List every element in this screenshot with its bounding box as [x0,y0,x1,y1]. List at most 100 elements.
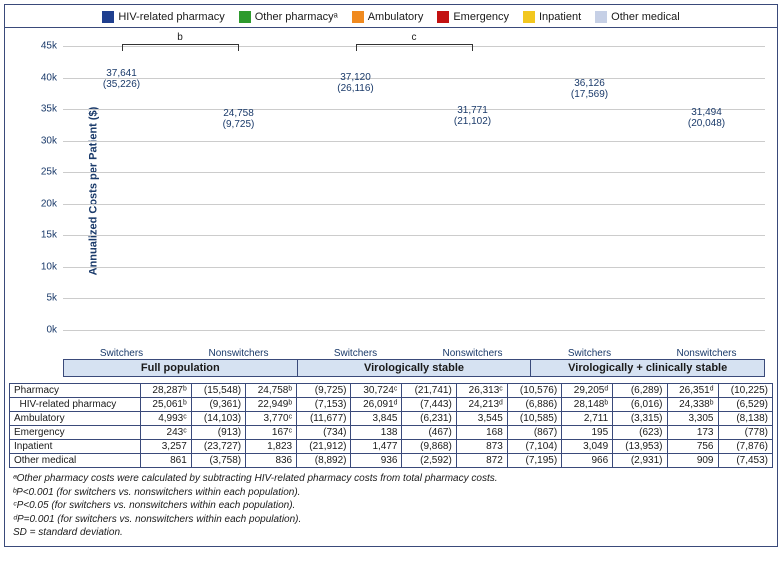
table-cell: 1,823 [246,440,297,454]
table-cell: 3,845 [351,412,402,426]
footnote: ᵈP=0.001 (for switchers vs. nonswitchers… [13,513,769,527]
legend-label: HIV-related pharmacy [118,11,224,23]
table-cell: 167ᶜ [246,426,297,440]
group-labels: Full populationVirologically stableVirol… [63,359,765,377]
table-cell: 3,545 [456,412,507,426]
sig-bracket-label: c [412,32,417,43]
table-cell: 966 [562,454,613,468]
table-cell: 22,949ᵇ [246,398,297,412]
sig-bracket [122,44,239,50]
group-label: Full population [63,359,298,377]
figure-container: HIV-related pharmacy Other pharmacyᵃ Ambul… [4,4,778,547]
grid-line [63,330,765,331]
table-cell: (778) [718,426,773,440]
y-tick-label: 0k [46,325,57,336]
table-cell: (3,758) [191,454,245,468]
y-tick-label: 35k [41,104,57,115]
x-categories: SwitchersNonswitchersSwitchersNonswitche… [63,348,765,359]
table-cell: (623) [613,426,667,440]
table-cell: 25,061ᵇ [140,398,191,412]
y-tick-label: 40k [41,72,57,83]
table-cell: 26,351ᵈ [667,384,718,398]
footnote: ᵃOther pharmacy costs were calculated by… [13,472,769,486]
table-cell: (11,677) [297,412,351,426]
y-tick-label: 10k [41,261,57,272]
legend-item: HIV-related pharmacy [102,11,224,23]
bar-total-label: 24,758(9,725) [223,108,255,130]
legend-label: Inpatient [539,11,581,23]
table-cell: 936 [351,454,402,468]
bar-total-label: 37,120(26,116) [337,72,374,94]
table-cell: (8,892) [297,454,351,468]
table-cell: 29,205ᵈ [562,384,613,398]
table-cell: 24,338ᵇ [667,398,718,412]
plot: 0k5k10k15k20k25k30k35k40k45k37,641(35,22… [63,46,765,330]
table-row: Emergency243ᶜ(913)167ᶜ(734)138(467)168(8… [10,426,773,440]
footnote: ᶜP<0.05 (for switchers vs. nonswitchers … [13,499,769,513]
bar-total-label: 36,126(17,569) [571,78,608,100]
sig-bracket-label: b [177,32,183,43]
footnote: SD = standard deviation. [13,526,769,540]
table-cell: 26,091ᵈ [351,398,402,412]
grid-line [63,204,765,205]
table-cell: (734) [297,426,351,440]
legend-item: Inpatient [523,11,581,23]
data-table: Pharmacy28,287ᵇ(15,548)24,758ᵇ(9,725)30,… [9,383,773,468]
x-category-label: Switchers [545,348,635,359]
table-cell: (7,453) [718,454,773,468]
legend-label: Emergency [453,11,509,23]
table-cell: 195 [562,426,613,440]
legend-swatch [523,11,535,23]
table-cell: (2,931) [613,454,667,468]
y-tick-label: 25k [41,167,57,178]
table-cell: (6,016) [613,398,667,412]
footnotes: ᵃOther pharmacy costs were calculated by… [5,468,777,546]
row-label: HIV-related pharmacy [10,398,141,412]
legend-swatch [352,11,364,23]
legend-swatch [102,11,114,23]
bar-total-label: 31,494(20,048) [688,107,725,129]
legend-label: Other pharmacyᵃ [255,11,338,23]
legend-item: Other pharmacyᵃ [239,11,338,23]
table-row: Pharmacy28,287ᵇ(15,548)24,758ᵇ(9,725)30,… [10,384,773,398]
table-cell: 909 [667,454,718,468]
legend-label: Other medical [611,11,679,23]
table-cell: (6,886) [507,398,561,412]
table-cell: 24,758ᵇ [246,384,297,398]
table-cell: (7,443) [402,398,456,412]
legend-label: Ambulatory [368,11,424,23]
bar-total-label: 37,641(35,226) [103,68,140,90]
table-cell: 2,711 [562,412,613,426]
legend-item: Emergency [437,11,509,23]
table-row: Other medical861(3,758)836(8,892)936(2,5… [10,454,773,468]
table-cell: (7,876) [718,440,773,454]
table-cell: (8,138) [718,412,773,426]
bars-container [63,46,765,330]
table-cell: (15,548) [191,384,245,398]
legend-item: Ambulatory [352,11,424,23]
table-cell: 872 [456,454,507,468]
group-label: Virologically stable [298,359,532,377]
group-label: Virologically + clinically stable [531,359,765,377]
table-cell: 168 [456,426,507,440]
table-cell: 28,148ᵇ [562,398,613,412]
table-cell: 873 [456,440,507,454]
table-cell: 26,313ᶜ [456,384,507,398]
legend: HIV-related pharmacy Other pharmacyᵃ Ambul… [5,5,777,28]
row-label: Pharmacy [10,384,141,398]
table-cell: 173 [667,426,718,440]
table-row: Inpatient3,257(23,727)1,823(21,912)1,477… [10,440,773,454]
legend-swatch [595,11,607,23]
row-label: Emergency [10,426,141,440]
sig-bracket [356,44,473,50]
footnote: ᵇP<0.001 (for switchers vs. nonswitchers… [13,486,769,500]
row-label: Ambulatory [10,412,141,426]
table-cell: (10,225) [718,384,773,398]
legend-swatch [437,11,449,23]
table-cell: (2,592) [402,454,456,468]
x-category-label: Nonswitchers [428,348,518,359]
y-tick-label: 5k [46,293,57,304]
bar-total-label: 31,771(21,102) [454,105,491,127]
table-cell: (6,231) [402,412,456,426]
y-tick-label: 15k [41,230,57,241]
